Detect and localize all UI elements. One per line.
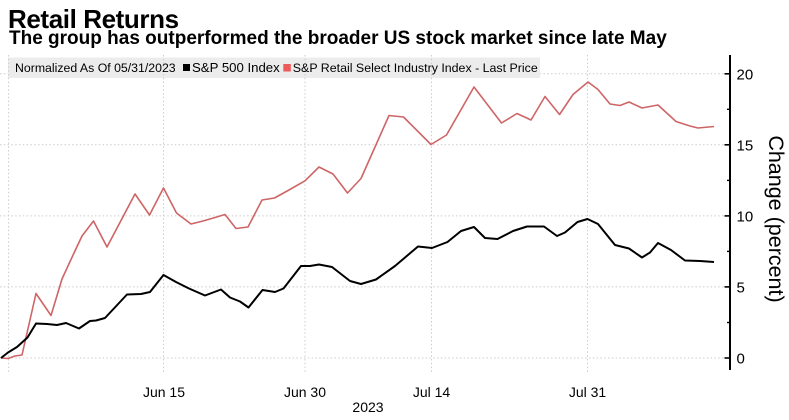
svg-text:Jun 30: Jun 30 <box>284 384 326 400</box>
svg-text:S&P Retail Select Industry Ind: S&P Retail Select Industry Index - Last … <box>293 61 538 75</box>
svg-text:5: 5 <box>737 279 745 296</box>
svg-text:Jul 31: Jul 31 <box>569 384 607 400</box>
svg-text:S&P 500 Index: S&P 500 Index <box>192 60 280 75</box>
svg-text:20: 20 <box>737 66 754 83</box>
svg-text:15: 15 <box>737 137 754 154</box>
svg-text:0: 0 <box>737 351 745 368</box>
svg-text:Normalized As Of 05/31/2023: Normalized As Of 05/31/2023 <box>15 61 176 75</box>
svg-text:10: 10 <box>737 208 754 225</box>
svg-text:Jun 15: Jun 15 <box>143 384 185 400</box>
svg-text:Jul 14: Jul 14 <box>413 384 451 400</box>
svg-text:Change (percent): Change (percent) <box>764 135 788 302</box>
svg-text:2023: 2023 <box>352 399 383 415</box>
